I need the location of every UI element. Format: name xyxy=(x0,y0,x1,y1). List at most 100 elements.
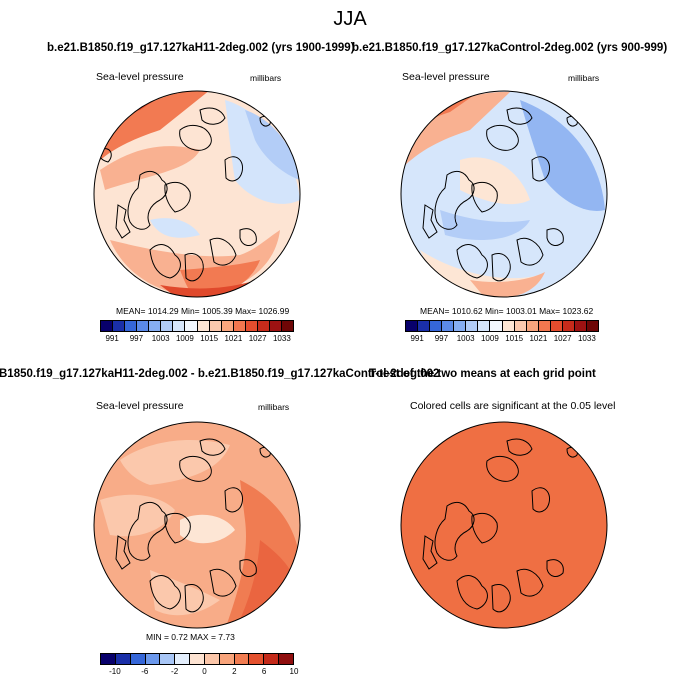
colorbar-tick-label: 2 xyxy=(232,667,237,676)
colorbar-tick-label: 1033 xyxy=(272,334,291,343)
map1-field-blue xyxy=(225,100,300,204)
colorbar-segment xyxy=(562,321,575,331)
colorbar-tick-label: 1033 xyxy=(577,334,596,343)
colorbar-segment xyxy=(406,321,419,331)
colorbar-segment xyxy=(233,321,246,331)
colorbar-segment xyxy=(550,321,563,331)
colorbar-segment xyxy=(115,654,131,664)
colorbar-tick-label: 6 xyxy=(261,667,267,676)
map2-units-label: millibars xyxy=(568,73,600,83)
map1-field-red1 xyxy=(100,146,200,190)
colorbar-tick-label: 997 xyxy=(129,334,144,343)
map2-field-blue xyxy=(440,210,530,240)
colorbar-segment xyxy=(245,321,258,331)
colorbar-segment xyxy=(173,321,186,331)
colorbar-tick-label: 997 xyxy=(434,334,449,343)
colorbar-segment xyxy=(586,321,598,331)
panel-title-bottom-left: B1850.f19_g17.127kaH11-2deg.002 - b.e21.… xyxy=(0,368,440,380)
colorbar-segment xyxy=(264,654,280,664)
colorbar-segment xyxy=(185,321,198,331)
colorbar-segment xyxy=(279,654,293,664)
colorbar-segment xyxy=(219,654,235,664)
map3-units-label: millibars xyxy=(258,402,290,412)
colorbar-segment xyxy=(161,321,174,331)
colorbar-tick-label: -2 xyxy=(171,667,179,676)
map3-stats: MIN = 0.72 MAX = 7.73 xyxy=(146,632,235,642)
colorbar-segment xyxy=(204,654,220,664)
map4-variable-label: Colored cells are significant at the 0.0… xyxy=(410,400,616,412)
colorbar-tick-label: 1015 xyxy=(200,334,219,343)
colorbar-segment xyxy=(502,321,515,331)
colorbar-tick-label: -6 xyxy=(141,667,149,676)
colorbar-segment xyxy=(149,321,162,331)
map1-field-blue xyxy=(150,218,200,238)
colorbar-segment xyxy=(514,321,527,331)
colorbar-segment xyxy=(197,321,210,331)
map2-field-red1 xyxy=(401,91,510,170)
colorbar-segment xyxy=(125,321,138,331)
colorbar-segment xyxy=(269,321,282,331)
colorbar-tick-label: 1009 xyxy=(175,334,194,343)
map1-units-label: millibars xyxy=(250,73,282,83)
map1-variable-label: Sea-level pressure xyxy=(96,71,184,83)
map2-field-red2 xyxy=(402,91,480,140)
colorbar-segment xyxy=(160,654,176,664)
colorbar-tick-label: 1021 xyxy=(529,334,548,343)
colorbar-segment xyxy=(209,321,222,331)
colorbar-segment xyxy=(130,654,146,664)
colorbar-segment xyxy=(190,654,205,664)
map2-field-blue2 xyxy=(520,100,605,211)
colorbar-tick-label: 1015 xyxy=(505,334,524,343)
map4-field-base xyxy=(401,422,607,628)
colorbar-segment xyxy=(478,321,491,331)
map1-stats: MEAN= 1014.29 Min= 1005.39 Max= 1026.99 xyxy=(116,306,290,316)
colorbar-segment xyxy=(221,321,234,331)
colorbar-tick-label: 0 xyxy=(202,667,207,676)
colorbar-2 xyxy=(405,320,599,332)
map2-field-red1 xyxy=(470,272,545,297)
colorbar-segment xyxy=(526,321,539,331)
colorbar-segment xyxy=(175,654,191,664)
colorbar-segment xyxy=(442,321,455,331)
map1-field-blue2 xyxy=(245,110,300,180)
figure-title: JJA xyxy=(333,8,367,30)
colorbar-segment xyxy=(538,321,551,331)
colorbar-3 xyxy=(100,653,294,665)
colorbar-tick-label: 991 xyxy=(105,334,119,343)
colorbar-segment xyxy=(249,654,265,664)
colorbar-segment xyxy=(454,321,467,331)
map2-stats: MEAN= 1010.62 Min= 1003.01 Max= 1023.62 xyxy=(420,306,594,316)
colorbar-segment xyxy=(418,321,431,331)
colorbar-segment xyxy=(281,321,293,331)
colorbar-tick-label: 1003 xyxy=(456,334,475,343)
map2-field-pale xyxy=(460,157,530,205)
map3-variable-label: Sea-level pressure xyxy=(96,400,184,412)
colorbar-segment xyxy=(113,321,126,331)
colorbar-tick-label: 10 xyxy=(289,667,299,676)
map3-field-pale xyxy=(180,514,235,544)
colorbar-segment xyxy=(430,321,443,331)
colorbar-1 xyxy=(100,320,294,332)
colorbar-segment xyxy=(145,654,161,664)
colorbar-segment xyxy=(466,321,479,331)
map3-field-light xyxy=(100,494,175,537)
colorbar-tick-label: -10 xyxy=(109,667,121,676)
colorbar-tick-label: 1003 xyxy=(151,334,170,343)
colorbar-segment xyxy=(137,321,150,331)
colorbar-segment xyxy=(101,654,116,664)
colorbar-segment xyxy=(234,654,250,664)
colorbar-tick-label: 991 xyxy=(410,334,424,343)
map2-variable-label: Sea-level pressure xyxy=(402,71,490,83)
panel-title-top-left: b.e21.B1850.f19_g17.127kaH11-2deg.002 (y… xyxy=(47,42,355,54)
colorbar-segment xyxy=(257,321,270,331)
colorbar-tick-label: 1021 xyxy=(224,334,243,343)
colorbar-segment xyxy=(101,321,114,331)
colorbar-segment xyxy=(574,321,587,331)
colorbar-tick-label: 1027 xyxy=(248,334,267,343)
colorbar-tick-label: 1027 xyxy=(553,334,572,343)
colorbar-segment xyxy=(490,321,503,331)
map1-field-red2 xyxy=(95,91,210,165)
colorbar-tick-label: 1009 xyxy=(480,334,499,343)
panel-title-top-right: b.e21.B1850.f19_g17.127kaControl-2deg.00… xyxy=(352,42,668,54)
